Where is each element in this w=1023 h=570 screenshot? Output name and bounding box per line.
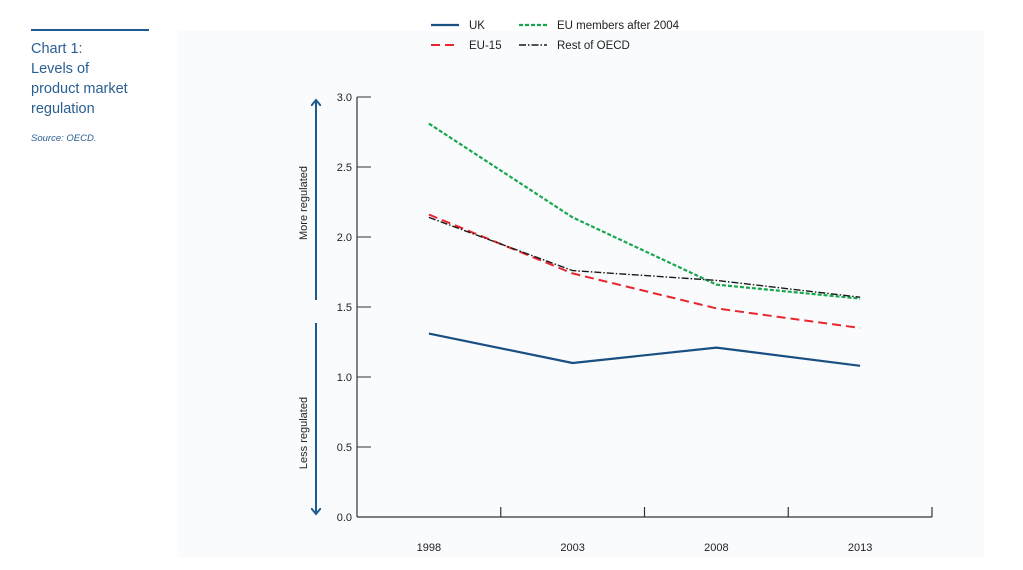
series-line-uk	[428, 332, 861, 367]
legend-label-rest_oecd: Rest of OECD	[557, 40, 630, 52]
chart-panel	[177, 31, 984, 557]
caption-rule	[31, 29, 149, 31]
x-tick-label: 2003	[560, 542, 584, 554]
y-tick-label: 2.5	[337, 162, 352, 174]
chart-title-line: Levels of	[31, 61, 90, 77]
less-regulated-label: Less regulated	[298, 397, 310, 469]
chart-title-line: regulation	[31, 101, 95, 117]
y-tick-label: 1.5	[337, 302, 352, 314]
x-tick-label: 2008	[704, 542, 728, 554]
series-line-eu15	[428, 213, 861, 329]
y-tick-label: 0.0	[337, 512, 352, 524]
series-line-eu_after_2004	[428, 122, 861, 300]
x-tick-label: 2013	[848, 542, 872, 554]
chart-caption: Chart 1: Levels of product market regula…	[31, 29, 149, 144]
y-tick-label: 3.0	[337, 92, 352, 104]
chart-title-line: product market	[31, 81, 128, 97]
y-tick-label: 0.5	[337, 442, 352, 454]
more-regulated-label: More regulated	[298, 166, 310, 240]
legend-label-uk: UK	[469, 20, 485, 32]
x-tick-label: 1998	[417, 542, 441, 554]
series-line-rest_oecd	[428, 216, 861, 298]
y-tick-label: 1.0	[337, 372, 352, 384]
chart-source: Source: OECD.	[31, 133, 97, 144]
legend-label-eu_after_2004: EU members after 2004	[557, 20, 680, 32]
legend-label-eu15: EU-15	[469, 40, 502, 52]
chart-title: Chart 1: Levels of product market regula…	[31, 39, 149, 119]
y-tick-label: 2.0	[337, 232, 352, 244]
chart-title-line: Chart 1:	[31, 41, 83, 57]
